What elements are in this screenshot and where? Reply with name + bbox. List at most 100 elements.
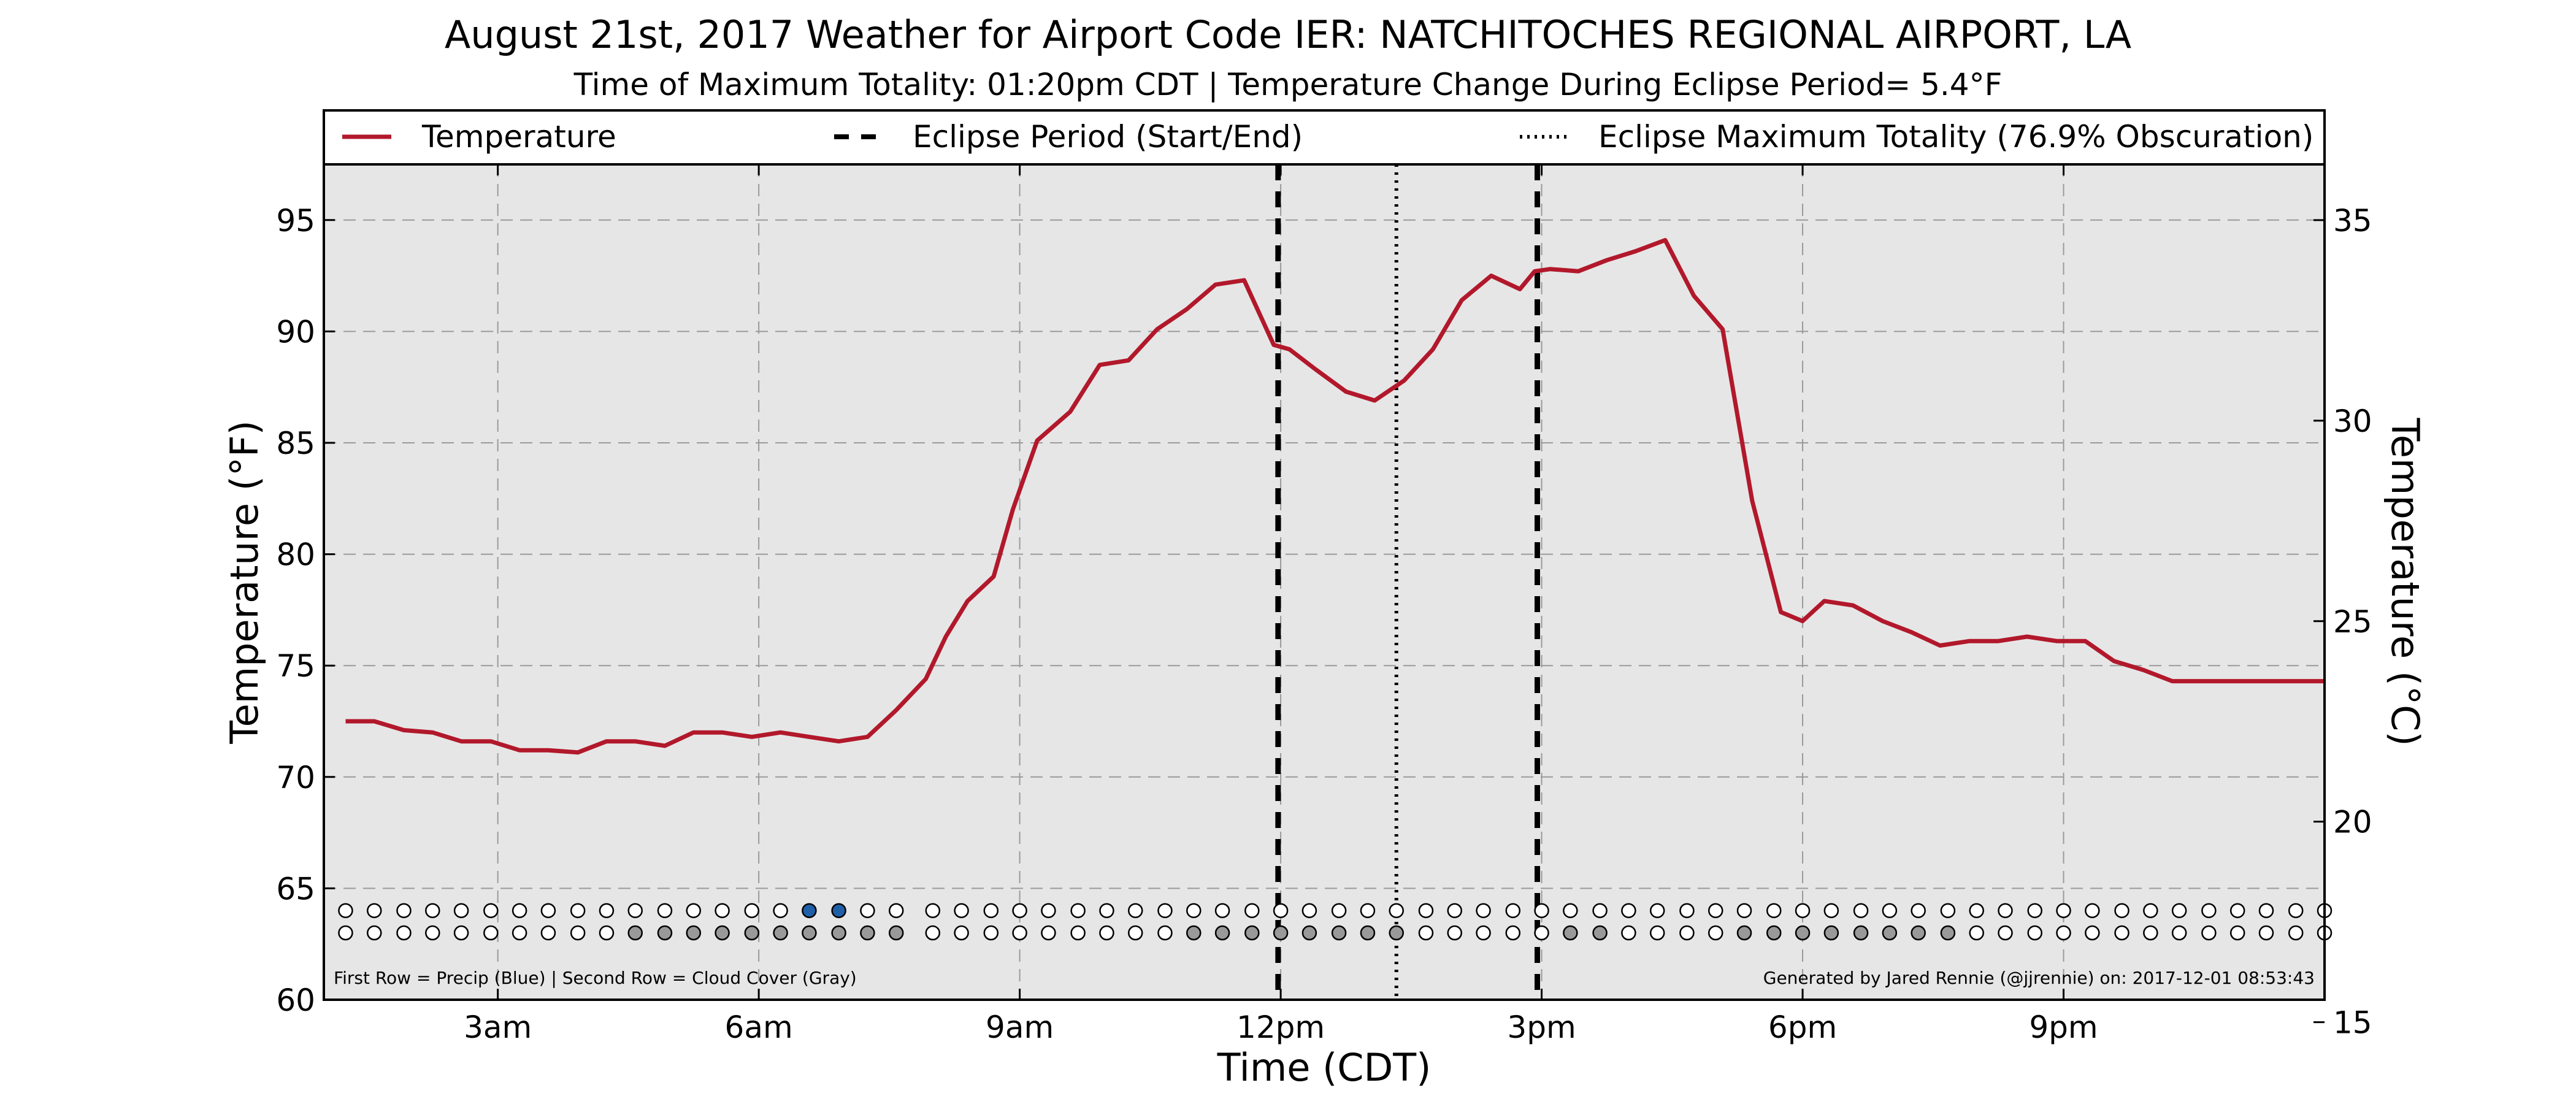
precip-marker [1186,903,1202,918]
cloud-marker [2114,925,2129,941]
cloud-marker [2229,925,2245,941]
precip-marker [1447,903,1462,918]
x-tick-label: 9am [986,1010,1054,1045]
cloud-marker [2288,925,2304,941]
cloud-marker [1389,925,1404,941]
cloud-marker [888,925,904,941]
cloud-marker [1911,925,1926,941]
x-tick-label: 6pm [1768,1010,1837,1045]
precip-marker [1070,903,1086,918]
cloud-marker [2171,925,2187,941]
x-tick-label: 6am [725,1010,793,1045]
eclipse-lines [1275,164,1540,1000]
precip-marker [2114,903,2129,918]
precip-marker [2201,903,2217,918]
precip-marker [2171,903,2187,918]
plot-area [324,164,2325,1000]
cloud-marker [686,925,702,941]
y-tick-label-left: 60 [276,983,315,1018]
y-tick-label-right: 15 [2333,1005,2372,1041]
precip-marker [715,903,730,918]
precip-marker [686,903,702,918]
cloud-marker [1186,925,1202,941]
footer-right-note: Generated by Jared Rennie (@jjrennie) on… [1763,968,2315,988]
cloud-marker [983,925,999,941]
precip-marker [860,903,875,918]
x-axis-label: Time (CDT) [1217,1045,1432,1090]
cloud-marker [1679,925,1695,941]
precip-marker [744,903,760,918]
cloud-marker [540,925,556,941]
cloud-marker [1505,925,1521,941]
cloud-marker [1244,925,1260,941]
precip-marker [1911,903,1926,918]
temperature-line [345,238,2325,755]
precip-marker [954,903,969,918]
precip-marker [599,903,615,918]
precip-marker [1882,903,1898,918]
precip-marker [1360,903,1376,918]
precip-marker [1708,903,1723,918]
cloud-marker [1127,925,1143,941]
precip-marker [483,903,499,918]
precip-marker [2027,903,2042,918]
footer-left-note: First Row = Precip (Blue) | Second Row =… [334,968,857,988]
precip-marker [1853,903,1869,918]
cloud-marker [802,925,817,941]
axes: 3am 6am 9am 12pm 3pm 6pm 9pm 60 65 70 75 80 85 90 95 15… [276,164,2372,1045]
precip-marker [1012,903,1027,918]
cloud-marker [744,925,760,941]
precip-marker [1505,903,1521,918]
cloud-marker [1766,925,1782,941]
precip-marker [453,903,469,918]
cloud-marker [2085,925,2100,941]
precip-marker [1331,903,1347,918]
y-tick-label-left: 90 [276,314,315,350]
cloud-marker [1214,925,1230,941]
precip-marker [2085,903,2100,918]
cloud-marker [1447,925,1462,941]
precip-marker [396,903,412,918]
cloud-marker [1649,925,1665,941]
precip-marker [1649,903,1665,918]
precip-marker [1969,903,1984,918]
precip-marker [512,903,527,918]
precip-marker [1621,903,1636,918]
precip-marker [2143,903,2158,918]
cloud-marker [1331,925,1347,941]
precip-marker [1389,903,1404,918]
y-tick-label-right: 35 [2333,203,2372,239]
y-tick-label-left: 85 [276,426,315,461]
precip-marker [2258,903,2274,918]
cloud-marker [860,925,875,941]
cloud-marker [338,925,353,941]
precip-marker [425,903,440,918]
cloud-marker [570,925,586,941]
precip-marker [1563,903,1578,918]
precip-marker [1795,903,1811,918]
cloud-marker [1012,925,1027,941]
precip-marker [888,903,904,918]
precip-marker [1301,903,1317,918]
precip-marker [2229,903,2245,918]
precip-marker [773,903,788,918]
cloud-marker [773,925,788,941]
precip-marker [2288,903,2304,918]
y-tick-label-left: 70 [276,760,315,795]
y-tick-label-left: 65 [276,871,315,907]
cloud-marker [1940,925,1956,941]
series-lines [345,238,2325,755]
cloud-marker [1360,925,1376,941]
cloud-marker [453,925,469,941]
cloud-marker [1621,925,1636,941]
precip-marker [1679,903,1695,918]
precip-marker [831,903,846,918]
precip-marker [1592,903,1608,918]
cloud-marker [1736,925,1752,941]
cloud-marker [1795,925,1811,941]
precip-marker [1418,903,1434,918]
cloud-marker [657,925,673,941]
y-axis-label-right: Temperature (°C) [2383,417,2428,746]
cloud-marker [1998,925,2013,941]
precip-marker [657,903,673,918]
